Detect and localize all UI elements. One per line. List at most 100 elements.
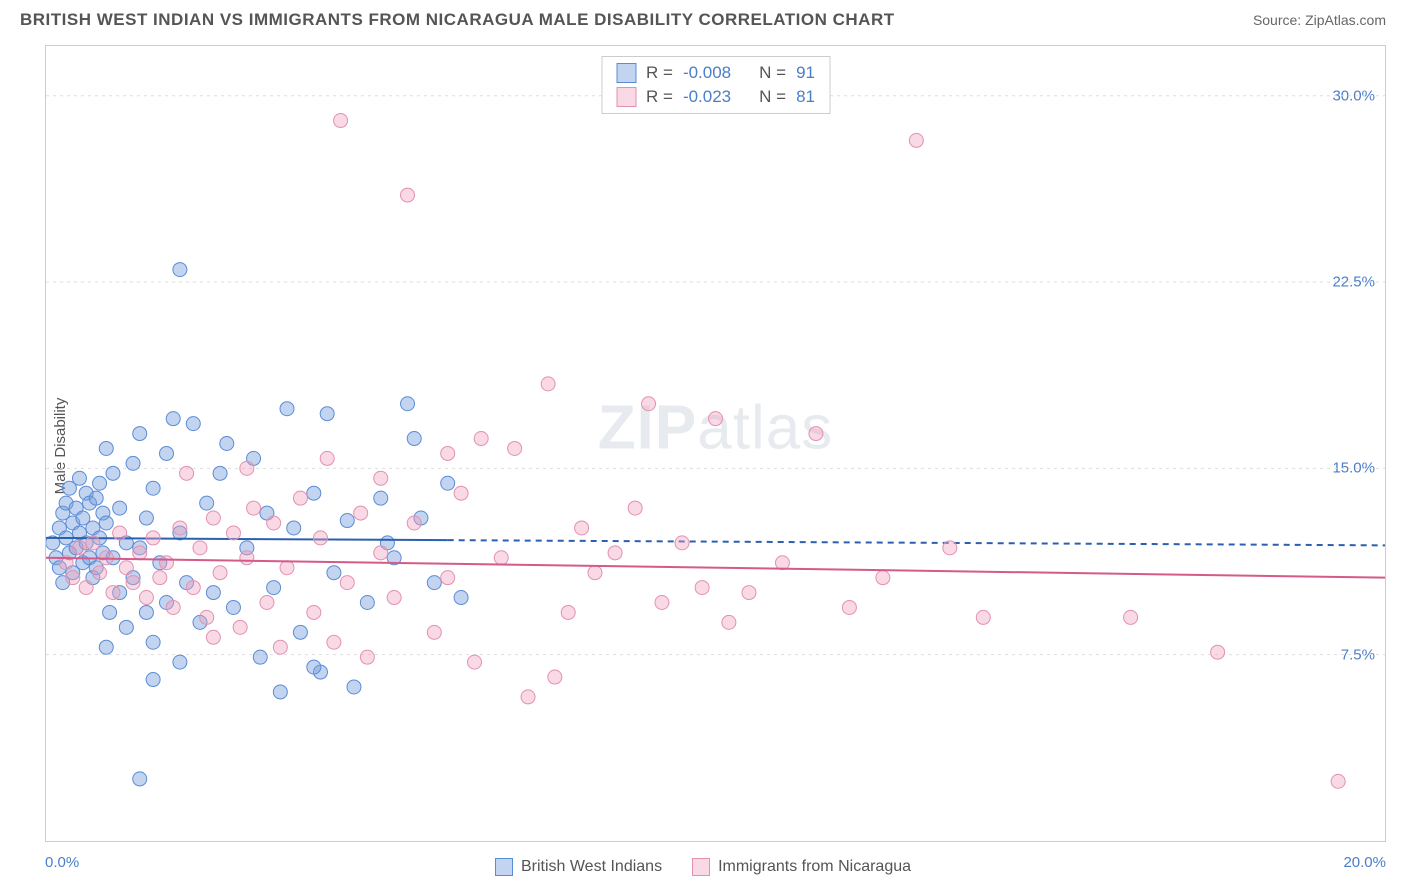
scatter-point-nic — [588, 566, 602, 580]
scatter-point-nic — [66, 571, 80, 585]
scatter-point-nic — [541, 377, 555, 391]
scatter-point-nic — [180, 466, 194, 480]
scatter-point-bwi — [173, 655, 187, 669]
scatter-point-nic — [206, 511, 220, 525]
scatter-point-bwi — [146, 481, 160, 495]
scatter-point-nic — [454, 486, 468, 500]
scatter-point-bwi — [200, 496, 214, 510]
scatter-point-nic — [354, 506, 368, 520]
scatter-point-bwi — [146, 673, 160, 687]
scatter-point-bwi — [327, 566, 341, 580]
scatter-point-nic — [313, 531, 327, 545]
scatter-point-bwi — [133, 427, 147, 441]
scatter-point-nic — [273, 640, 287, 654]
legend-label-bwi: British West Indians — [521, 858, 662, 876]
legend-swatch-nic — [692, 858, 710, 876]
scatter-point-bwi — [427, 576, 441, 590]
scatter-point-nic — [976, 610, 990, 624]
scatter-point-nic — [608, 546, 622, 560]
scatter-point-nic — [675, 536, 689, 550]
scatter-point-nic — [943, 541, 957, 555]
scatter-point-bwi — [119, 620, 133, 634]
scatter-point-nic — [186, 581, 200, 595]
scatter-point-nic — [240, 461, 254, 475]
scatter-point-nic — [93, 566, 107, 580]
scatter-point-nic — [146, 531, 160, 545]
legend-item-bwi: British West Indians — [495, 858, 662, 876]
scatter-point-nic — [320, 451, 334, 465]
scatter-point-bwi — [126, 456, 140, 470]
scatter-point-bwi — [287, 521, 301, 535]
scatter-point-bwi — [374, 491, 388, 505]
scatter-point-bwi — [307, 486, 321, 500]
trendline-nic — [46, 558, 1385, 578]
scatter-point-nic — [106, 586, 120, 600]
scatter-point-nic — [427, 625, 441, 639]
scatter-point-nic — [79, 581, 93, 595]
scatter-point-bwi — [267, 581, 281, 595]
scatter-point-nic — [233, 620, 247, 634]
scatter-point-bwi — [273, 685, 287, 699]
scatter-point-bwi — [347, 680, 361, 694]
scatter-point-nic — [474, 432, 488, 446]
scatter-point-nic — [293, 491, 307, 505]
scatter-point-nic — [139, 591, 153, 605]
scatter-point-bwi — [103, 605, 117, 619]
scatter-point-nic — [909, 133, 923, 147]
chart-header: BRITISH WEST INDIAN VS IMMIGRANTS FROM N… — [0, 0, 1406, 38]
n-value-bwi: 91 — [796, 63, 815, 83]
legend-swatch-bwi — [616, 63, 636, 83]
scatter-point-nic — [133, 546, 147, 560]
scatter-point-nic — [213, 566, 227, 580]
scatter-point-nic — [247, 501, 261, 515]
scatter-point-bwi — [99, 516, 113, 530]
scatter-point-nic — [119, 561, 133, 575]
source-label: Source: — [1253, 12, 1305, 28]
scatter-point-bwi — [293, 625, 307, 639]
scatter-point-nic — [467, 655, 481, 669]
scatter-point-nic — [628, 501, 642, 515]
r-value-bwi: -0.008 — [683, 63, 731, 83]
scatter-point-nic — [561, 605, 575, 619]
scatter-svg — [46, 46, 1385, 841]
scatter-point-nic — [72, 541, 86, 555]
scatter-point-nic — [126, 576, 140, 590]
scatter-point-nic — [334, 114, 348, 128]
scatter-point-bwi — [226, 600, 240, 614]
scatter-point-nic — [86, 536, 100, 550]
scatter-point-bwi — [320, 407, 334, 421]
scatter-point-nic — [401, 188, 415, 202]
scatter-point-nic — [267, 516, 281, 530]
n-label: N = — [759, 87, 786, 107]
scatter-point-nic — [260, 596, 274, 610]
legend-stat-row-nic: R =-0.023N =81 — [616, 85, 815, 109]
scatter-point-nic — [742, 586, 756, 600]
legend-label-nic: Immigrants from Nicaragua — [718, 858, 911, 876]
scatter-point-nic — [441, 571, 455, 585]
scatter-point-nic — [494, 551, 508, 565]
scatter-point-bwi — [340, 514, 354, 528]
scatter-point-nic — [387, 591, 401, 605]
legend-swatch-nic — [616, 87, 636, 107]
scatter-point-nic — [575, 521, 589, 535]
scatter-point-nic — [722, 615, 736, 629]
scatter-point-bwi — [139, 605, 153, 619]
scatter-point-bwi — [213, 466, 227, 480]
scatter-point-bwi — [93, 476, 107, 490]
scatter-point-nic — [842, 600, 856, 614]
scatter-point-bwi — [72, 471, 86, 485]
scatter-point-nic — [508, 441, 522, 455]
scatter-point-nic — [360, 650, 374, 664]
scatter-point-bwi — [407, 432, 421, 446]
scatter-point-nic — [374, 471, 388, 485]
scatter-point-nic — [340, 576, 354, 590]
source-value: ZipAtlas.com — [1305, 12, 1386, 28]
scatter-point-bwi — [186, 417, 200, 431]
scatter-point-bwi — [113, 501, 127, 515]
scatter-point-bwi — [89, 491, 103, 505]
r-label: R = — [646, 63, 673, 83]
scatter-point-bwi — [160, 446, 174, 460]
scatter-point-bwi — [454, 591, 468, 605]
scatter-point-bwi — [166, 412, 180, 426]
legend-swatch-bwi — [495, 858, 513, 876]
